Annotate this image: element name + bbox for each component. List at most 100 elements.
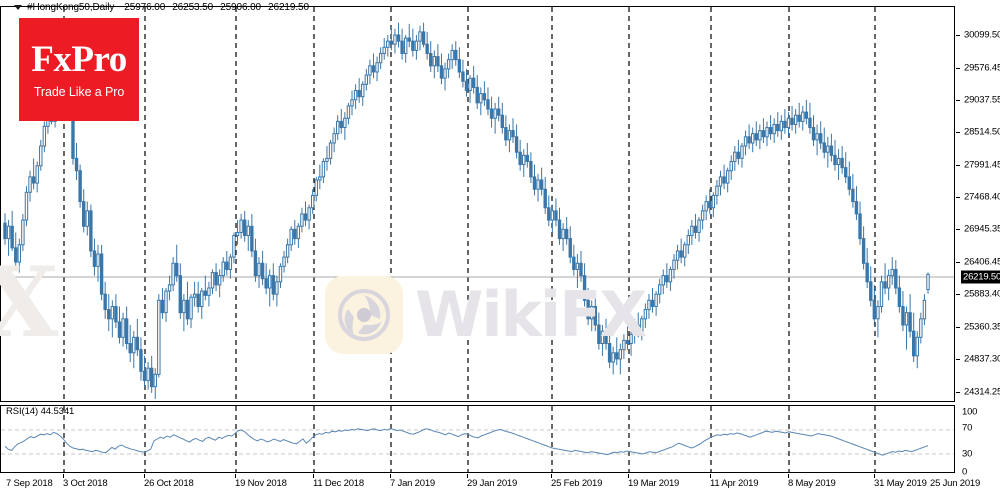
candlestick bbox=[736, 139, 741, 165]
candle-body-bullish bbox=[675, 250, 680, 261]
candlestick bbox=[139, 337, 143, 381]
price-axis[interactable]: 30099.50 29576.45 29037.55 28514.50 27991.45… bbox=[956, 6, 1000, 402]
candlestick bbox=[464, 68, 469, 97]
candle-body-bullish bbox=[210, 272, 215, 289]
candlestick bbox=[632, 318, 637, 344]
candle-body-bullish bbox=[446, 59, 451, 70]
date-axis-label: 7 Sep 2018 bbox=[6, 478, 53, 489]
candlestick bbox=[522, 149, 526, 177]
candle-body-bearish bbox=[339, 120, 343, 129]
candle-body-bearish bbox=[844, 167, 848, 178]
date-axis-tick bbox=[874, 474, 875, 478]
candlestick bbox=[400, 28, 404, 60]
candlestick bbox=[128, 324, 132, 363]
candlestick bbox=[844, 152, 848, 184]
date-axis-tick bbox=[235, 474, 236, 478]
candle-body-bullish bbox=[729, 160, 733, 172]
candlestick bbox=[683, 241, 687, 267]
candlestick bbox=[175, 244, 179, 282]
candle-body-bearish bbox=[847, 176, 851, 190]
candle-body-bearish bbox=[185, 299, 190, 320]
date-axis-tick bbox=[551, 474, 552, 478]
candlestick bbox=[418, 25, 422, 51]
candle-body-bullish bbox=[328, 142, 333, 159]
candlestick bbox=[765, 121, 769, 147]
triangle-down-icon[interactable] bbox=[14, 4, 22, 10]
candle-body-bullish bbox=[611, 352, 615, 363]
candle-body-bearish bbox=[582, 275, 587, 301]
candle-body-bearish bbox=[436, 56, 440, 67]
price-axis-label: 27991.45 bbox=[964, 159, 1000, 171]
candlestick bbox=[650, 287, 655, 313]
candle-body-bearish bbox=[861, 238, 866, 264]
candle-body-bearish bbox=[607, 343, 612, 363]
candlestick bbox=[210, 269, 215, 295]
candle-body-bearish bbox=[708, 201, 712, 209]
candle-body-bearish bbox=[371, 65, 376, 73]
candle-body-bearish bbox=[811, 127, 816, 141]
candle-body-bullish bbox=[350, 99, 354, 107]
candle-body-bullish bbox=[246, 225, 250, 237]
candle-body-bearish bbox=[776, 123, 780, 132]
rsi-plot-area[interactable] bbox=[1, 406, 954, 472]
candlestick bbox=[693, 213, 698, 239]
candle-body-bearish bbox=[568, 238, 572, 258]
candle-body-bullish bbox=[217, 275, 222, 286]
rsi-axis-label: 0 bbox=[962, 466, 968, 478]
candle-body-bullish bbox=[310, 194, 315, 209]
candlestick bbox=[325, 146, 329, 171]
candlestick bbox=[869, 266, 873, 307]
candle-body-bullish bbox=[200, 290, 204, 307]
candle-body-bearish bbox=[736, 151, 741, 159]
candlestick bbox=[207, 281, 211, 307]
candlestick bbox=[157, 294, 161, 378]
price-axis-tick bbox=[956, 359, 960, 360]
candlestick bbox=[450, 44, 454, 69]
candlestick bbox=[840, 146, 844, 174]
candle-body-bearish bbox=[586, 299, 590, 320]
candlestick bbox=[457, 47, 462, 79]
candle-body-bearish bbox=[790, 117, 794, 125]
candlestick bbox=[836, 149, 841, 180]
candle-body-bearish bbox=[496, 108, 501, 116]
candlestick bbox=[743, 130, 748, 156]
candle-body-bullish bbox=[378, 52, 383, 64]
candlestick bbox=[271, 263, 276, 301]
candle-body-bullish bbox=[386, 40, 390, 48]
candle-body-bullish bbox=[232, 235, 236, 258]
candlestick bbox=[625, 324, 630, 350]
candlestick bbox=[543, 176, 547, 214]
candlestick bbox=[640, 315, 644, 341]
price-axis-label: 29576.45 bbox=[964, 62, 1000, 74]
candlestick bbox=[14, 232, 18, 270]
candle-body-bullish bbox=[772, 123, 776, 135]
current-price-tag[interactable]: 26219.50 bbox=[961, 270, 1000, 284]
candle-body-bearish bbox=[457, 59, 462, 73]
candle-body-bullish bbox=[879, 281, 884, 307]
candlestick bbox=[275, 275, 279, 307]
candlestick bbox=[475, 75, 479, 110]
date-axis-label: 29 Jan 2019 bbox=[467, 478, 518, 489]
candlestick bbox=[328, 139, 333, 165]
candlestick bbox=[103, 281, 107, 319]
candle-body-bullish bbox=[758, 130, 762, 141]
candlestick bbox=[28, 170, 32, 202]
candlestick bbox=[700, 204, 705, 230]
candle-body-bullish bbox=[96, 253, 100, 267]
price-axis-label: 27468.40 bbox=[964, 191, 1000, 203]
candlestick bbox=[378, 47, 383, 69]
candlestick bbox=[149, 355, 154, 393]
candlestick bbox=[225, 250, 229, 276]
candle-body-bullish bbox=[361, 83, 365, 98]
candlestick bbox=[393, 28, 397, 54]
candle-body-bearish bbox=[74, 157, 79, 172]
candle-body-bullish bbox=[725, 170, 730, 184]
candlestick bbox=[797, 102, 801, 128]
price-plot-area[interactable] bbox=[1, 7, 954, 401]
candle-body-bullish bbox=[325, 157, 329, 162]
candlestick bbox=[733, 146, 737, 171]
candlestick bbox=[182, 294, 186, 332]
candle-body-bullish bbox=[704, 201, 708, 212]
candle-body-bullish bbox=[647, 299, 651, 311]
